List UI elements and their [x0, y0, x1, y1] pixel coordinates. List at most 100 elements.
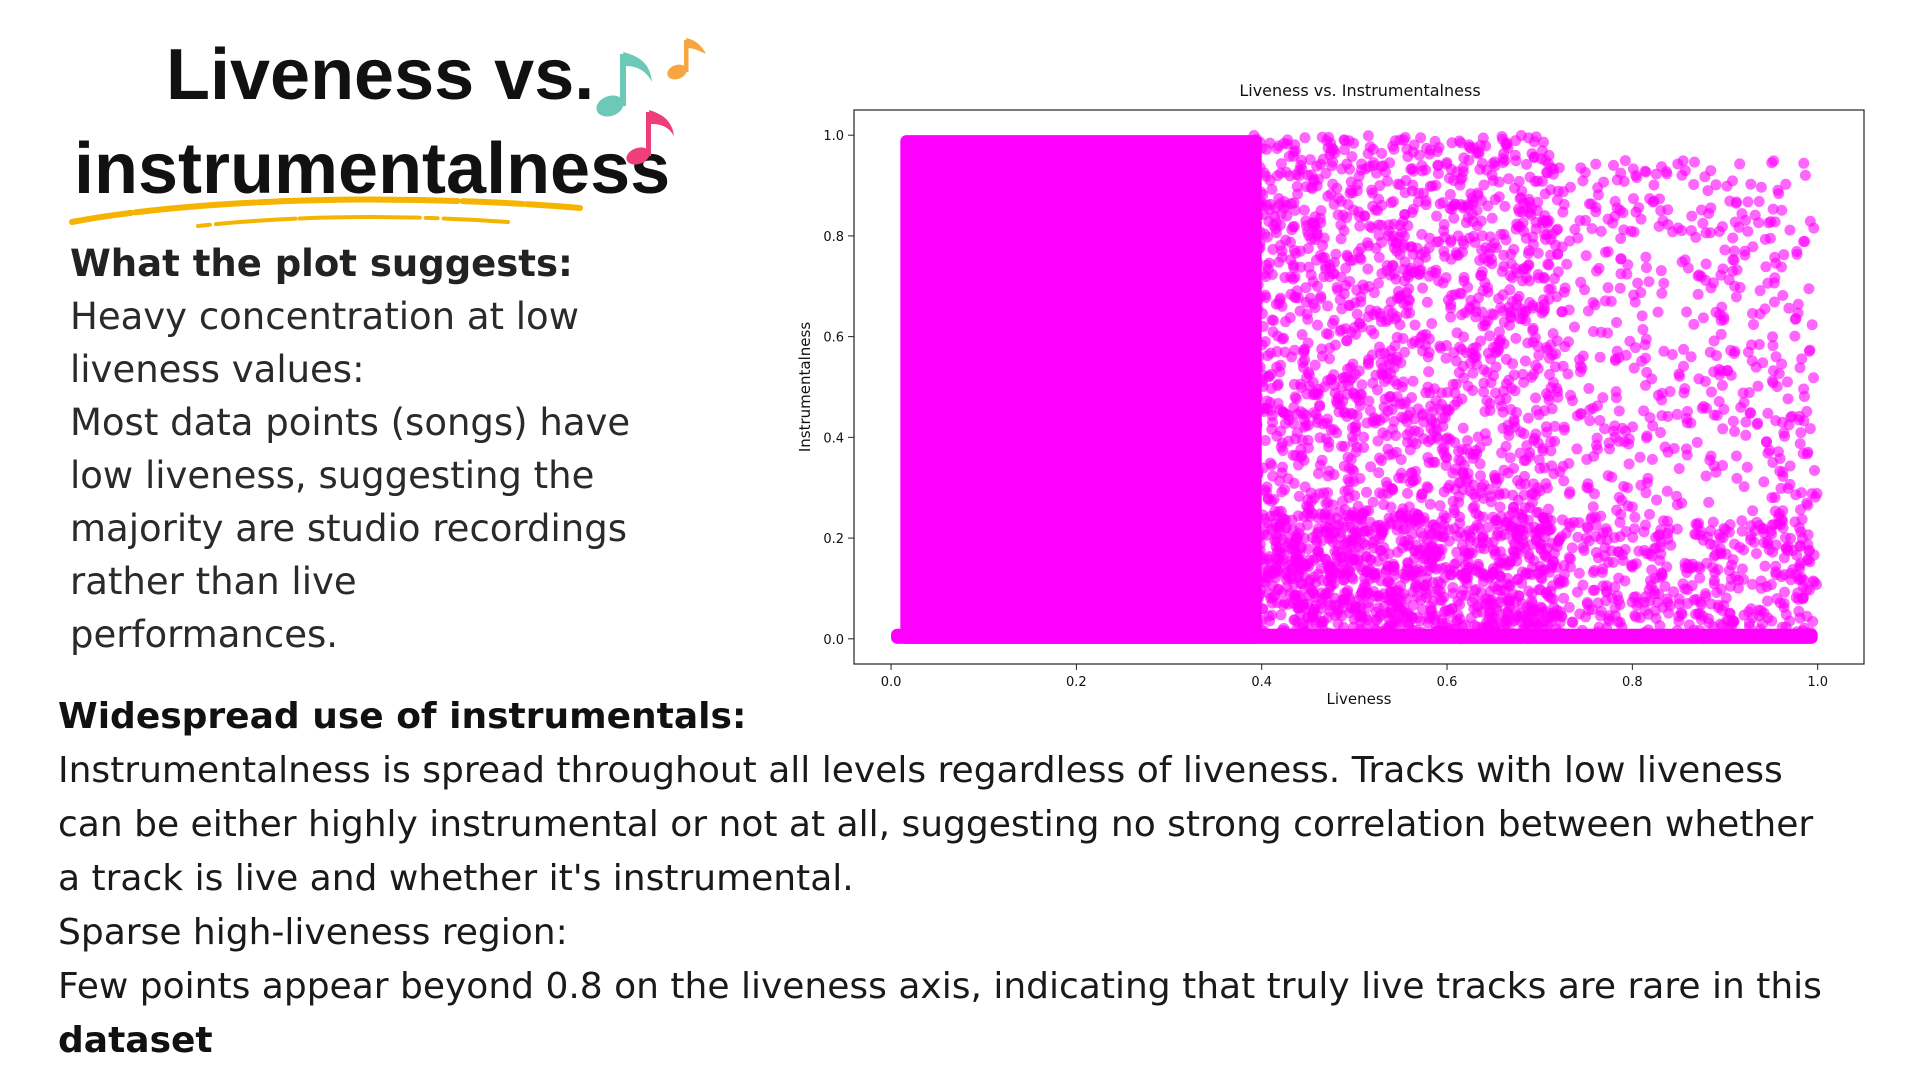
scatter-point [1258, 625, 1270, 637]
scatter-point [1727, 265, 1739, 277]
scatter-point [1522, 606, 1534, 618]
widespread-line: Few points appear beyond 0.8 on the live… [58, 966, 1822, 1007]
scatter-point [1763, 444, 1775, 456]
scatter-point [1732, 582, 1744, 594]
scatter-point [1341, 249, 1353, 261]
scatter-point [1485, 377, 1497, 389]
scatter-point [1307, 555, 1319, 567]
scatter-point [1404, 406, 1416, 418]
scatter-point [1403, 501, 1415, 513]
scatter-point [1697, 217, 1709, 229]
scatter-point [1534, 462, 1546, 474]
scatter-point [1245, 351, 1257, 363]
scatter-point [1714, 369, 1726, 381]
scatter-point [1351, 308, 1363, 320]
scatter-point [1445, 299, 1457, 311]
scatter-point [1698, 633, 1710, 645]
scatter-point [1563, 601, 1575, 613]
scatter-point [1583, 535, 1595, 547]
scatter-point [1339, 144, 1351, 156]
scatter-point [1765, 579, 1777, 591]
scatter-point [1360, 539, 1372, 551]
scatter-point [1757, 357, 1769, 369]
scatter-point [1688, 594, 1700, 606]
scatter-point [1568, 321, 1580, 333]
scatter-point [1657, 628, 1669, 640]
scatter-point [1688, 179, 1700, 191]
scatter-point [1484, 629, 1496, 641]
scatter-point [1612, 616, 1624, 628]
scatter-point [1711, 587, 1723, 599]
scatter-point [1784, 224, 1796, 236]
scatter-point [1368, 328, 1380, 340]
scatter-point [1303, 367, 1315, 379]
scatter-point [1280, 166, 1292, 178]
scatter-point [1379, 393, 1391, 405]
scatter-point [1438, 591, 1450, 603]
scatter-point [1411, 624, 1423, 636]
scatter-point [1496, 447, 1508, 459]
plot-suggests-heading: What the plot suggests: [70, 242, 573, 285]
chart-points [891, 129, 1823, 645]
scatter-point [1777, 505, 1789, 517]
scatter-point [1808, 372, 1820, 384]
scatter-point [1564, 235, 1576, 247]
scatter-point [1350, 541, 1362, 553]
scatter-point [1334, 399, 1346, 411]
scatter-point [1600, 523, 1612, 535]
scatter-point [1482, 347, 1494, 359]
scatter-point [1381, 430, 1393, 442]
scatter-point [1395, 357, 1407, 369]
scatter-point [1502, 606, 1514, 618]
scatter-point [1299, 132, 1311, 144]
scatter-point [1243, 572, 1255, 584]
scatter-point [1716, 604, 1728, 616]
scatter-point [1289, 271, 1301, 283]
scatter-point [1452, 230, 1464, 242]
widespread-last-word: dataset [58, 1020, 213, 1061]
scatter-point [1590, 206, 1602, 218]
scatter-point [1298, 599, 1310, 611]
scatter-point [1369, 571, 1381, 583]
plot-suggests-line: rather than live [70, 560, 357, 603]
scatter-point [1376, 268, 1388, 280]
scatter-point [1257, 321, 1269, 333]
scatter-point [1423, 366, 1435, 378]
scatter-point [1623, 438, 1635, 450]
scatter-point [1767, 632, 1779, 644]
scatter-point [1417, 345, 1429, 357]
scatter-point [1402, 540, 1414, 552]
scatter-point [1783, 419, 1795, 431]
scatter-point [1471, 204, 1483, 216]
scatter-point [1579, 284, 1591, 296]
scatter-point [1740, 214, 1752, 226]
scatter-point [1362, 148, 1374, 160]
scatter-point [1615, 268, 1627, 280]
scatter-point [1307, 604, 1319, 616]
scatter-point [1710, 179, 1722, 191]
scatter-point [1646, 564, 1658, 576]
scatter-point [1520, 272, 1532, 284]
scatter-point [1773, 188, 1785, 200]
scatter-point [1363, 395, 1375, 407]
scatter-point [1300, 181, 1312, 193]
scatter-point [1262, 565, 1274, 577]
scatter-point [1279, 514, 1291, 526]
scatter-point [1453, 454, 1465, 466]
scatter-point [1415, 132, 1427, 144]
scatter-point [1478, 386, 1490, 398]
scatter-point [1776, 204, 1788, 216]
scatter-point [1565, 389, 1577, 401]
scatter-point [1626, 501, 1638, 513]
scatter-point [1614, 282, 1626, 294]
scatter-point [1549, 420, 1561, 432]
x-tick-label: 0.6 [1437, 675, 1458, 690]
scatter-point [1470, 311, 1482, 323]
scatter-point [1543, 259, 1555, 271]
scatter-point [1405, 477, 1417, 489]
scatter-point [1347, 521, 1359, 533]
scatter-point [1246, 389, 1258, 401]
scatter-point [1713, 225, 1725, 237]
widespread-section: Widespread use of instrumentals: Instrum… [58, 690, 1908, 1068]
scatter-point [1624, 335, 1636, 347]
